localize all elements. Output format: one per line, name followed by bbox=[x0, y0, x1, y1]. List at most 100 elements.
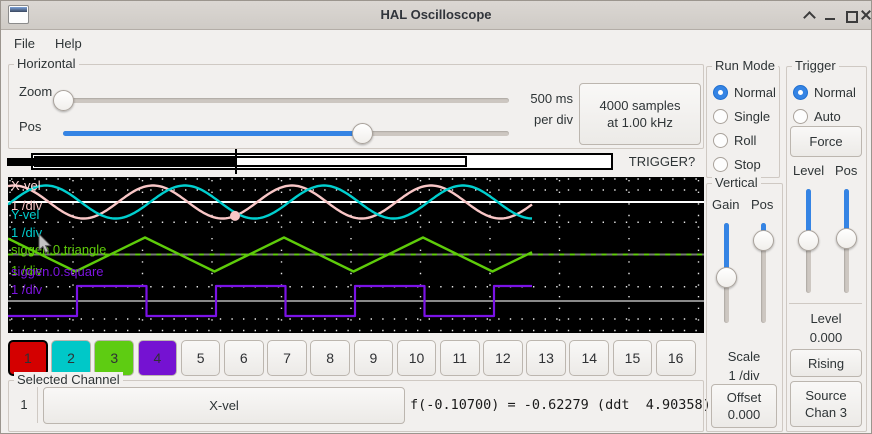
scope-label: Y-vel bbox=[11, 207, 40, 222]
radio-label: Roll bbox=[734, 132, 757, 148]
menu-item-help[interactable]: Help bbox=[54, 36, 82, 51]
trigger-level-caption: Level bbox=[810, 311, 842, 326]
trigger-source-line2: Chan 3 bbox=[805, 405, 847, 420]
menubar: File Help bbox=[4, 29, 868, 58]
trigger-level-value: 0.000 bbox=[809, 330, 843, 345]
maximize-button[interactable] bbox=[844, 9, 858, 23]
rate-per-div-line2: per div bbox=[533, 112, 573, 127]
divider bbox=[37, 387, 38, 423]
samples-line1: 4000 samples bbox=[599, 98, 681, 113]
samples-button[interactable]: 4000 samples at 1.00 kHz bbox=[579, 83, 701, 145]
channel-button-10[interactable]: 10 bbox=[396, 340, 437, 376]
scope-display[interactable]: X-vel 1 /div Y-vel 1 /div siggen.0.triangle 1… bbox=[7, 177, 704, 333]
scale-caption: Scale bbox=[727, 349, 761, 364]
channel-button-9[interactable]: 9 bbox=[353, 340, 394, 376]
cursor-readout: f(-0.10700) = -0.62279 (ddt 4.90358) bbox=[410, 397, 711, 413]
scope-traces-svg bbox=[7, 178, 704, 332]
channel-button-16[interactable]: 16 bbox=[655, 340, 696, 376]
vertical-pos-slider-trough[interactable] bbox=[761, 223, 766, 323]
close-button[interactable] bbox=[859, 9, 872, 22]
trigger-position-mark bbox=[235, 149, 237, 174]
channel-button-row: 1 2 3 4 5 6 7 8 9 10 11 12 13 14 15 16 bbox=[8, 340, 704, 376]
trigger-level-slider-fill bbox=[806, 189, 811, 241]
trigger-pos-slider-handle[interactable] bbox=[836, 228, 857, 249]
channel-button-5[interactable]: 5 bbox=[180, 340, 221, 376]
menu-item-file[interactable]: File bbox=[14, 36, 35, 51]
radio-icon bbox=[793, 84, 808, 100]
trigger-edge-button[interactable]: Rising bbox=[790, 349, 862, 377]
divider bbox=[789, 303, 862, 304]
run-mode-radio-stop[interactable]: Stop bbox=[713, 153, 761, 175]
scope-label: 1 /div bbox=[11, 282, 43, 297]
trigger-radio-normal[interactable]: Normal bbox=[793, 81, 856, 103]
channel-button-15[interactable]: 15 bbox=[612, 340, 653, 376]
radio-label: Normal bbox=[734, 84, 776, 100]
run-mode-frame: Run Mode Normal Single Roll Stop bbox=[706, 58, 780, 178]
selected-channel-name-button[interactable]: X-vel bbox=[43, 387, 405, 424]
horizontal-frame-label: Horizontal bbox=[14, 56, 79, 72]
pos-slider-handle[interactable] bbox=[352, 123, 373, 144]
minimize-button[interactable] bbox=[823, 9, 837, 22]
scale-value: 1 /div bbox=[728, 368, 760, 383]
samples-line2: at 1.00 kHz bbox=[607, 115, 673, 130]
channel-button-7[interactable]: 7 bbox=[267, 340, 307, 376]
channel-button-8[interactable]: 8 bbox=[310, 340, 350, 376]
scope-label: siggen.0.triangle bbox=[11, 242, 107, 257]
channel-button-13[interactable]: 13 bbox=[526, 340, 566, 376]
trigger-frame-label: Trigger bbox=[792, 58, 839, 74]
rate-per-div-line1: 500 ms bbox=[530, 91, 573, 106]
channel-button-6[interactable]: 6 bbox=[223, 340, 264, 376]
radio-label: Normal bbox=[814, 84, 856, 100]
pos-slider-fill bbox=[63, 131, 363, 136]
run-mode-radio-normal[interactable]: Normal bbox=[713, 81, 776, 103]
record-fill-bar bbox=[7, 158, 237, 166]
scope-label: 1 /div bbox=[11, 225, 43, 240]
horizontal-frame: Horizontal Zoom Pos 500 ms per div 4000 … bbox=[8, 56, 704, 149]
minimize-icon bbox=[825, 18, 835, 20]
gain-slider-label: Gain bbox=[712, 197, 740, 212]
radio-label: Stop bbox=[734, 156, 761, 172]
channel-button-11[interactable]: 11 bbox=[439, 340, 480, 376]
trigger-level-slider-handle[interactable] bbox=[798, 230, 819, 251]
scope-label: 1 /div bbox=[11, 198, 43, 213]
shade-button[interactable] bbox=[802, 9, 816, 24]
force-trigger-button[interactable]: Force bbox=[790, 126, 862, 157]
selected-channel-frame-label: Selected Channel bbox=[14, 372, 123, 388]
zoom-slider-trough[interactable] bbox=[56, 98, 509, 103]
trigger-pos-slider-fill bbox=[844, 189, 849, 239]
radio-icon bbox=[793, 108, 808, 124]
radio-icon bbox=[713, 132, 728, 148]
channel-button-12[interactable]: 12 bbox=[483, 340, 523, 376]
run-mode-radio-roll[interactable]: Roll bbox=[713, 129, 756, 151]
channel-button-14[interactable]: 14 bbox=[569, 340, 610, 376]
offset-line1: Offset bbox=[726, 390, 762, 405]
channel-button-1[interactable]: 1 bbox=[8, 340, 48, 376]
vertical-pos-slider-handle[interactable] bbox=[753, 230, 774, 251]
gain-slider-handle[interactable] bbox=[716, 267, 737, 288]
selected-channel-number: 1 bbox=[20, 397, 28, 412]
trigger-radio-auto[interactable]: Auto bbox=[793, 105, 841, 127]
shade-icon bbox=[803, 11, 816, 24]
trigger-frame: Trigger Normal Auto Force Level Pos Level… bbox=[786, 58, 867, 432]
maximize-icon bbox=[846, 11, 858, 23]
channel-button-3[interactable]: 3 bbox=[94, 340, 135, 376]
zoom-slider-handle[interactable] bbox=[53, 90, 74, 111]
selected-channel-frame: Selected Channel 1 X-vel f(-0.10700) = -… bbox=[8, 372, 711, 432]
gain-slider-fill bbox=[724, 223, 729, 278]
trigger-source-button[interactable]: Source Chan 3 bbox=[790, 381, 862, 427]
run-mode-frame-label: Run Mode bbox=[712, 58, 778, 74]
trigger-level-slider-label: Level bbox=[793, 163, 825, 178]
vertical-frame-label: Vertical bbox=[712, 175, 761, 191]
run-mode-radio-single[interactable]: Single bbox=[713, 105, 770, 127]
app-icon bbox=[8, 5, 29, 24]
radio-label: Single bbox=[734, 108, 771, 124]
offset-line2: 0.000 bbox=[727, 407, 761, 422]
channel-button-4[interactable]: 4 bbox=[137, 340, 178, 376]
offset-button[interactable]: Offset 0.000 bbox=[711, 384, 777, 428]
scope-label: X-vel bbox=[11, 178, 41, 193]
radio-icon bbox=[713, 84, 728, 100]
pos-slider-label: Pos bbox=[19, 119, 42, 134]
radio-icon bbox=[713, 108, 728, 124]
channel-button-2[interactable]: 2 bbox=[51, 340, 91, 376]
